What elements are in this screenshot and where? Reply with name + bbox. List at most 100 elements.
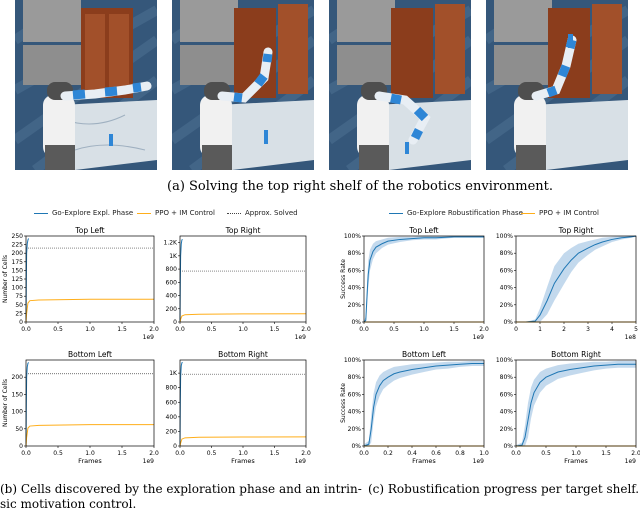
x-multiplier: 1e9 (473, 458, 485, 465)
series-line-1 (25, 298, 154, 323)
y-tick-label: 60% (348, 267, 362, 274)
legend-b-label-1: PPO + IM Control (155, 209, 215, 217)
y-tick-label: 100% (496, 233, 513, 240)
x-tick-label: 2 (562, 326, 566, 333)
x-multiplier: 1e9 (625, 458, 637, 465)
x-tick-label: 3 (586, 326, 590, 333)
y-tick-label: 400 (166, 414, 178, 421)
series-line-1 (25, 424, 154, 447)
x-tick-label: 0.0 (359, 450, 369, 457)
series-line-0 (363, 362, 484, 447)
y-tick-label: 25 (15, 310, 23, 317)
y-tick-label: 100% (344, 357, 361, 364)
y-tick-label: 75 (15, 293, 23, 300)
x-axis-label: Frames (78, 457, 102, 465)
x-tick-label: 1.5 (601, 450, 611, 457)
plot-frame (363, 235, 485, 323)
y-tick-label: 600 (166, 399, 178, 406)
x-tick-label: 1.0 (238, 326, 248, 333)
chart-title: Top Left (74, 226, 104, 235)
y-tick-label: 60% (348, 391, 362, 398)
x-axis-label: Frames (412, 457, 436, 465)
y-tick-label: 400 (166, 293, 178, 300)
x-tick-label: 0.8 (455, 450, 465, 457)
y-tick-label: 20% (348, 426, 362, 433)
legend-b-swatch-0 (34, 212, 48, 214)
confidence-band (516, 360, 636, 446)
x-tick-label: 2.0 (479, 326, 489, 333)
x-multiplier: 1e9 (295, 458, 307, 465)
confidence-band (364, 236, 484, 322)
y-tick-label: 250 (12, 233, 24, 240)
y-tick-label: 40% (500, 285, 514, 292)
y-tick-label: 225 (12, 242, 24, 249)
y-axis-label: Number of Cells (2, 255, 9, 303)
y-tick-label: 60% (500, 391, 514, 398)
y-tick-label: 1.2K (164, 240, 179, 247)
x-tick-label: 1.0 (85, 326, 95, 333)
y-tick-label: 200 (166, 306, 178, 313)
y-tick-label: 100% (344, 233, 361, 240)
caption-a: (a) Solving the top right shelf of the r… (167, 179, 554, 194)
y-tick-label: 80% (500, 250, 514, 257)
x-multiplier: 1e9 (473, 334, 485, 341)
plot-frame (25, 235, 155, 323)
x-tick-label: 2.0 (149, 326, 159, 333)
x-axis-label: Frames (564, 457, 588, 465)
confidence-band (364, 360, 484, 446)
robot-snapshot-3 (329, 0, 471, 170)
y-tick-label: 0 (19, 443, 23, 450)
y-tick-label: 0% (503, 319, 513, 326)
legend-b-item-0: Go-Explore Expl. Phase (34, 209, 133, 217)
caption-b-line1: (b) Cells discovered by the exploration … (0, 482, 362, 496)
y-tick-label: 40% (348, 285, 362, 292)
caption-c: (c) Robustification progress per target … (368, 482, 640, 496)
x-tick-label: 2.0 (149, 450, 159, 457)
x-tick-label: 0.5 (389, 326, 399, 333)
y-tick-label: 600 (166, 279, 178, 286)
y-tick-label: 50 (15, 426, 23, 433)
y-tick-label: 0% (351, 443, 361, 450)
x-multiplier: 1e9 (143, 458, 155, 465)
legend-c-item-0: Go-Explore Robustification Phase (389, 209, 523, 217)
y-tick-label: 125 (12, 276, 24, 283)
y-axis-label: Success Rate (340, 383, 347, 423)
x-tick-label: 0.4 (407, 450, 417, 457)
confidence-band (516, 236, 636, 322)
x-tick-label: 1.5 (117, 326, 127, 333)
x-tick-label: 0.6 (431, 450, 441, 457)
legend-c-label-1: PPO + IM Control (539, 209, 599, 217)
y-tick-label: 40% (500, 409, 514, 416)
y-tick-label: 0 (173, 443, 177, 450)
x-tick-label: 0.0 (175, 326, 185, 333)
y-tick-label: 800 (166, 385, 178, 392)
plot-frame (179, 359, 307, 447)
x-tick-label: 1.5 (449, 326, 459, 333)
x-multiplier: 1e9 (143, 334, 155, 341)
x-tick-label: 0.0 (21, 326, 31, 333)
chart-title: Top Right (225, 226, 261, 235)
y-tick-label: 200 (12, 374, 24, 381)
y-tick-label: 200 (12, 250, 24, 257)
y-tick-label: 175 (12, 259, 24, 266)
legend-c-swatch-0 (389, 212, 403, 214)
chart-title: Bottom Right (551, 350, 601, 359)
y-tick-label: 20% (500, 426, 514, 433)
x-tick-label: 0.2 (383, 450, 393, 457)
x-tick-label: 4 (610, 326, 614, 333)
x-tick-label: 0.0 (359, 326, 369, 333)
x-tick-label: 5 (634, 326, 638, 333)
y-tick-label: 20% (348, 302, 362, 309)
chart-title: Bottom Left (68, 350, 112, 359)
x-tick-label: 2.0 (301, 326, 311, 333)
robot-snapshot-4 (486, 0, 628, 170)
x-tick-label: 0.0 (21, 450, 31, 457)
x-tick-label: 1.5 (270, 326, 280, 333)
